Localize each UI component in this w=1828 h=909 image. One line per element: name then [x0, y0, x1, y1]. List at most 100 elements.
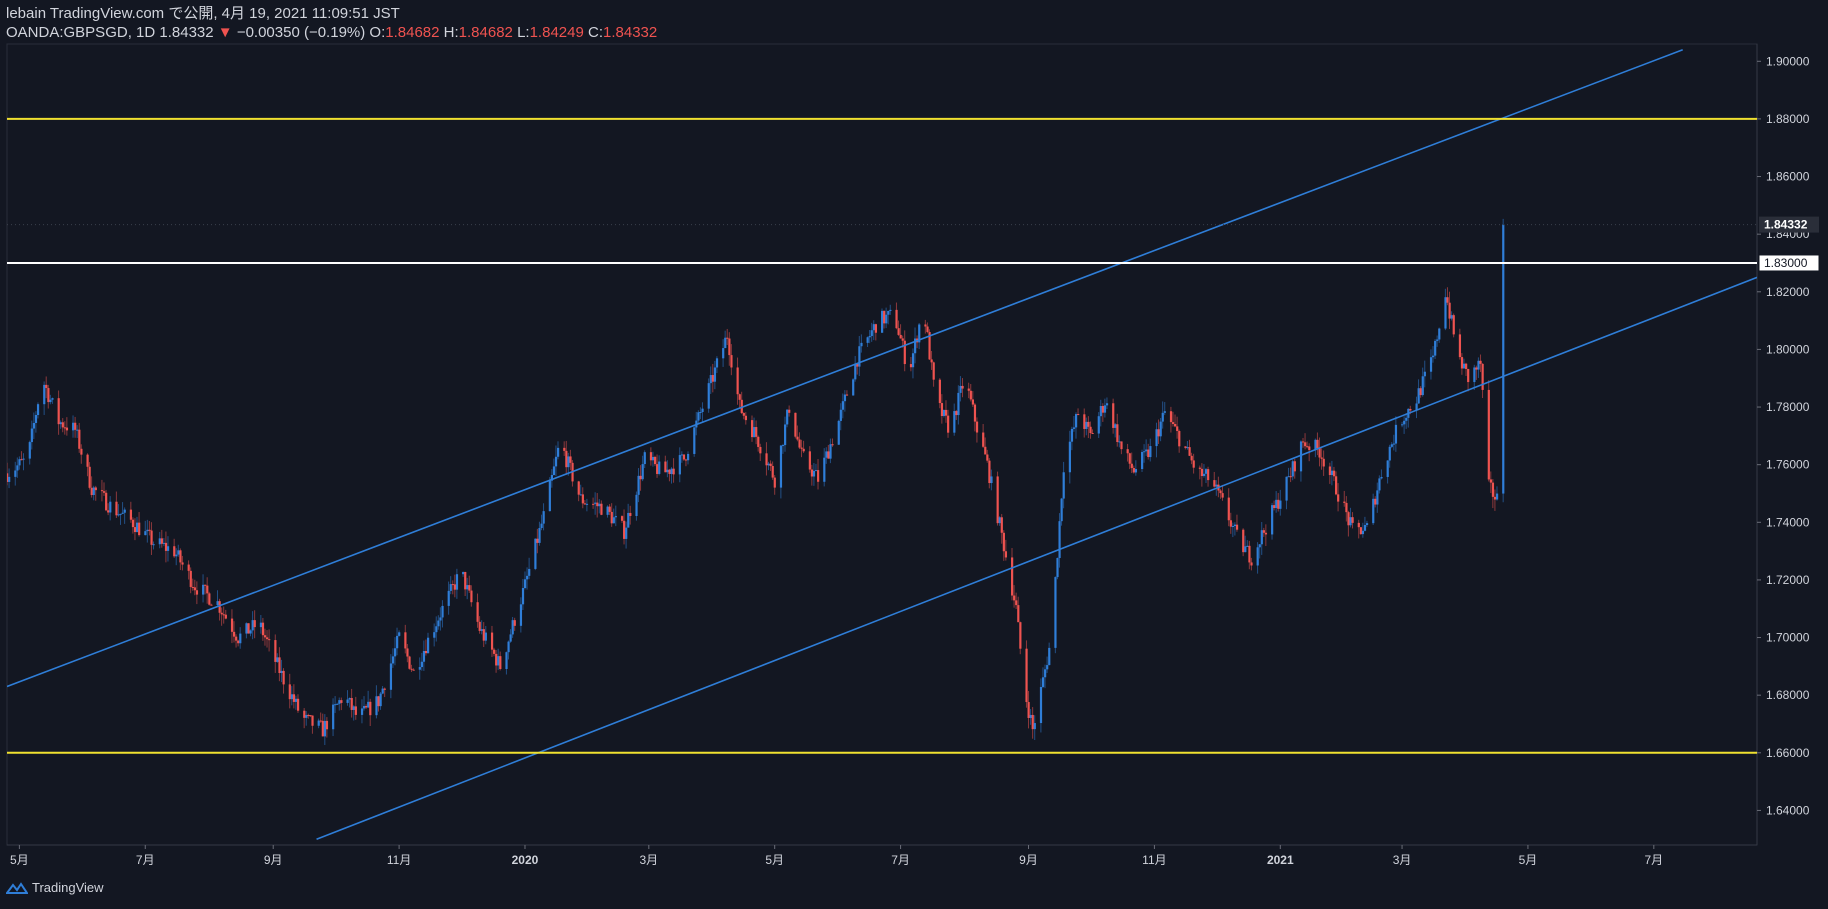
- candle-body: [1027, 702, 1030, 718]
- candle-body: [569, 456, 572, 463]
- candle-body: [538, 528, 541, 543]
- x-tick-label: 7月: [1644, 853, 1663, 867]
- candle-body: [1235, 524, 1239, 530]
- candle-body: [1467, 368, 1470, 383]
- candle-body: [672, 468, 675, 475]
- candle-body: [1318, 448, 1321, 458]
- candle-body: [237, 640, 240, 644]
- candle-body: [635, 494, 638, 516]
- candle-body: [136, 522, 139, 533]
- x-tick-label: 7月: [891, 853, 910, 867]
- candle-body: [470, 590, 473, 603]
- candle-body: [1099, 405, 1102, 417]
- candle-body: [1031, 714, 1034, 730]
- candle-body: [1233, 524, 1237, 527]
- candle-body: [63, 427, 66, 429]
- candle-body: [839, 409, 842, 421]
- candle-body: [1374, 498, 1377, 505]
- candle-body: [146, 529, 149, 532]
- candle-body: [418, 667, 421, 670]
- candle-body: [1372, 498, 1375, 524]
- candle-body: [1279, 500, 1282, 509]
- candle-body: [360, 708, 364, 715]
- x-tick-label: 11月: [1142, 853, 1166, 867]
- chart-header: lebain TradingView.com で公開, 4月 19, 2021 …: [6, 4, 657, 42]
- candle-body: [664, 461, 667, 473]
- candle-body: [901, 338, 904, 341]
- candle-body: [1054, 577, 1057, 648]
- candle-body: [687, 453, 690, 461]
- candle-body: [1421, 376, 1424, 396]
- candle-body: [969, 390, 972, 400]
- x-tick-label: 11月: [387, 853, 411, 867]
- candle-body: [319, 720, 322, 722]
- candle-body: [1070, 428, 1074, 442]
- candle-body: [1143, 451, 1146, 453]
- candle-body: [235, 636, 238, 641]
- candle-body: [426, 637, 430, 654]
- candle-body: [990, 476, 993, 484]
- candle-body: [261, 622, 265, 636]
- candle-body: [509, 634, 512, 642]
- price-change: −0.00350 (−0.19%): [236, 24, 366, 41]
- candle-body: [1444, 297, 1447, 329]
- candle-body: [57, 398, 60, 425]
- last-price-badge-label: 1.84332: [1764, 218, 1808, 232]
- candle-body: [1285, 476, 1288, 501]
- candle-body: [1423, 371, 1426, 377]
- candle-body: [794, 412, 797, 437]
- candle-body: [542, 511, 545, 524]
- candle-body: [455, 574, 459, 590]
- low-label: L:: [517, 24, 530, 41]
- candle-body: [323, 720, 327, 737]
- candle-body: [928, 332, 931, 360]
- candle-body: [334, 704, 337, 706]
- candle-body: [88, 466, 91, 488]
- y-tick-label: 1.88000: [1766, 112, 1810, 126]
- candle-body: [1188, 447, 1191, 456]
- candle-body: [521, 588, 525, 605]
- candle-body: [1178, 431, 1181, 447]
- y-tick-label: 1.68000: [1766, 688, 1810, 702]
- candle-body: [152, 544, 155, 546]
- candle-body: [251, 620, 254, 631]
- candle-body: [1103, 405, 1107, 413]
- candle-body: [1401, 424, 1404, 426]
- candle-body: [1044, 669, 1047, 678]
- candle-body: [682, 454, 686, 460]
- candle-body: [480, 629, 483, 631]
- candle-body: [1357, 522, 1360, 528]
- candle-body: [307, 714, 310, 716]
- candle-body: [131, 519, 135, 528]
- candle-body: [1157, 429, 1160, 437]
- candle-body: [379, 693, 382, 707]
- candle-body: [1316, 439, 1319, 449]
- candle-body: [391, 656, 395, 664]
- candle-body: [1250, 562, 1253, 566]
- candle-body: [187, 564, 190, 571]
- candle-body: [1337, 494, 1340, 502]
- candle-body: [1392, 443, 1395, 445]
- candle-body: [191, 586, 194, 588]
- candle-body: [577, 481, 580, 495]
- candle-body: [784, 424, 787, 446]
- candle-body: [160, 538, 163, 544]
- low-value: 1.84249: [529, 24, 584, 41]
- candle-body: [80, 448, 83, 455]
- candle-body: [511, 620, 514, 635]
- candle-body: [109, 501, 112, 513]
- candle-body: [996, 476, 999, 524]
- candle-body: [1256, 547, 1259, 566]
- footer-brand[interactable]: TradingView: [6, 880, 104, 895]
- candle-body: [742, 413, 745, 416]
- candle-body: [224, 614, 227, 619]
- candle-body: [1041, 677, 1045, 687]
- candle-body: [204, 584, 207, 586]
- candle-body: [1029, 714, 1032, 718]
- candle-body: [608, 506, 611, 512]
- candle-body: [854, 363, 857, 380]
- candle-body: [975, 421, 979, 433]
- candle-body: [1025, 648, 1028, 703]
- candle-body: [841, 401, 844, 410]
